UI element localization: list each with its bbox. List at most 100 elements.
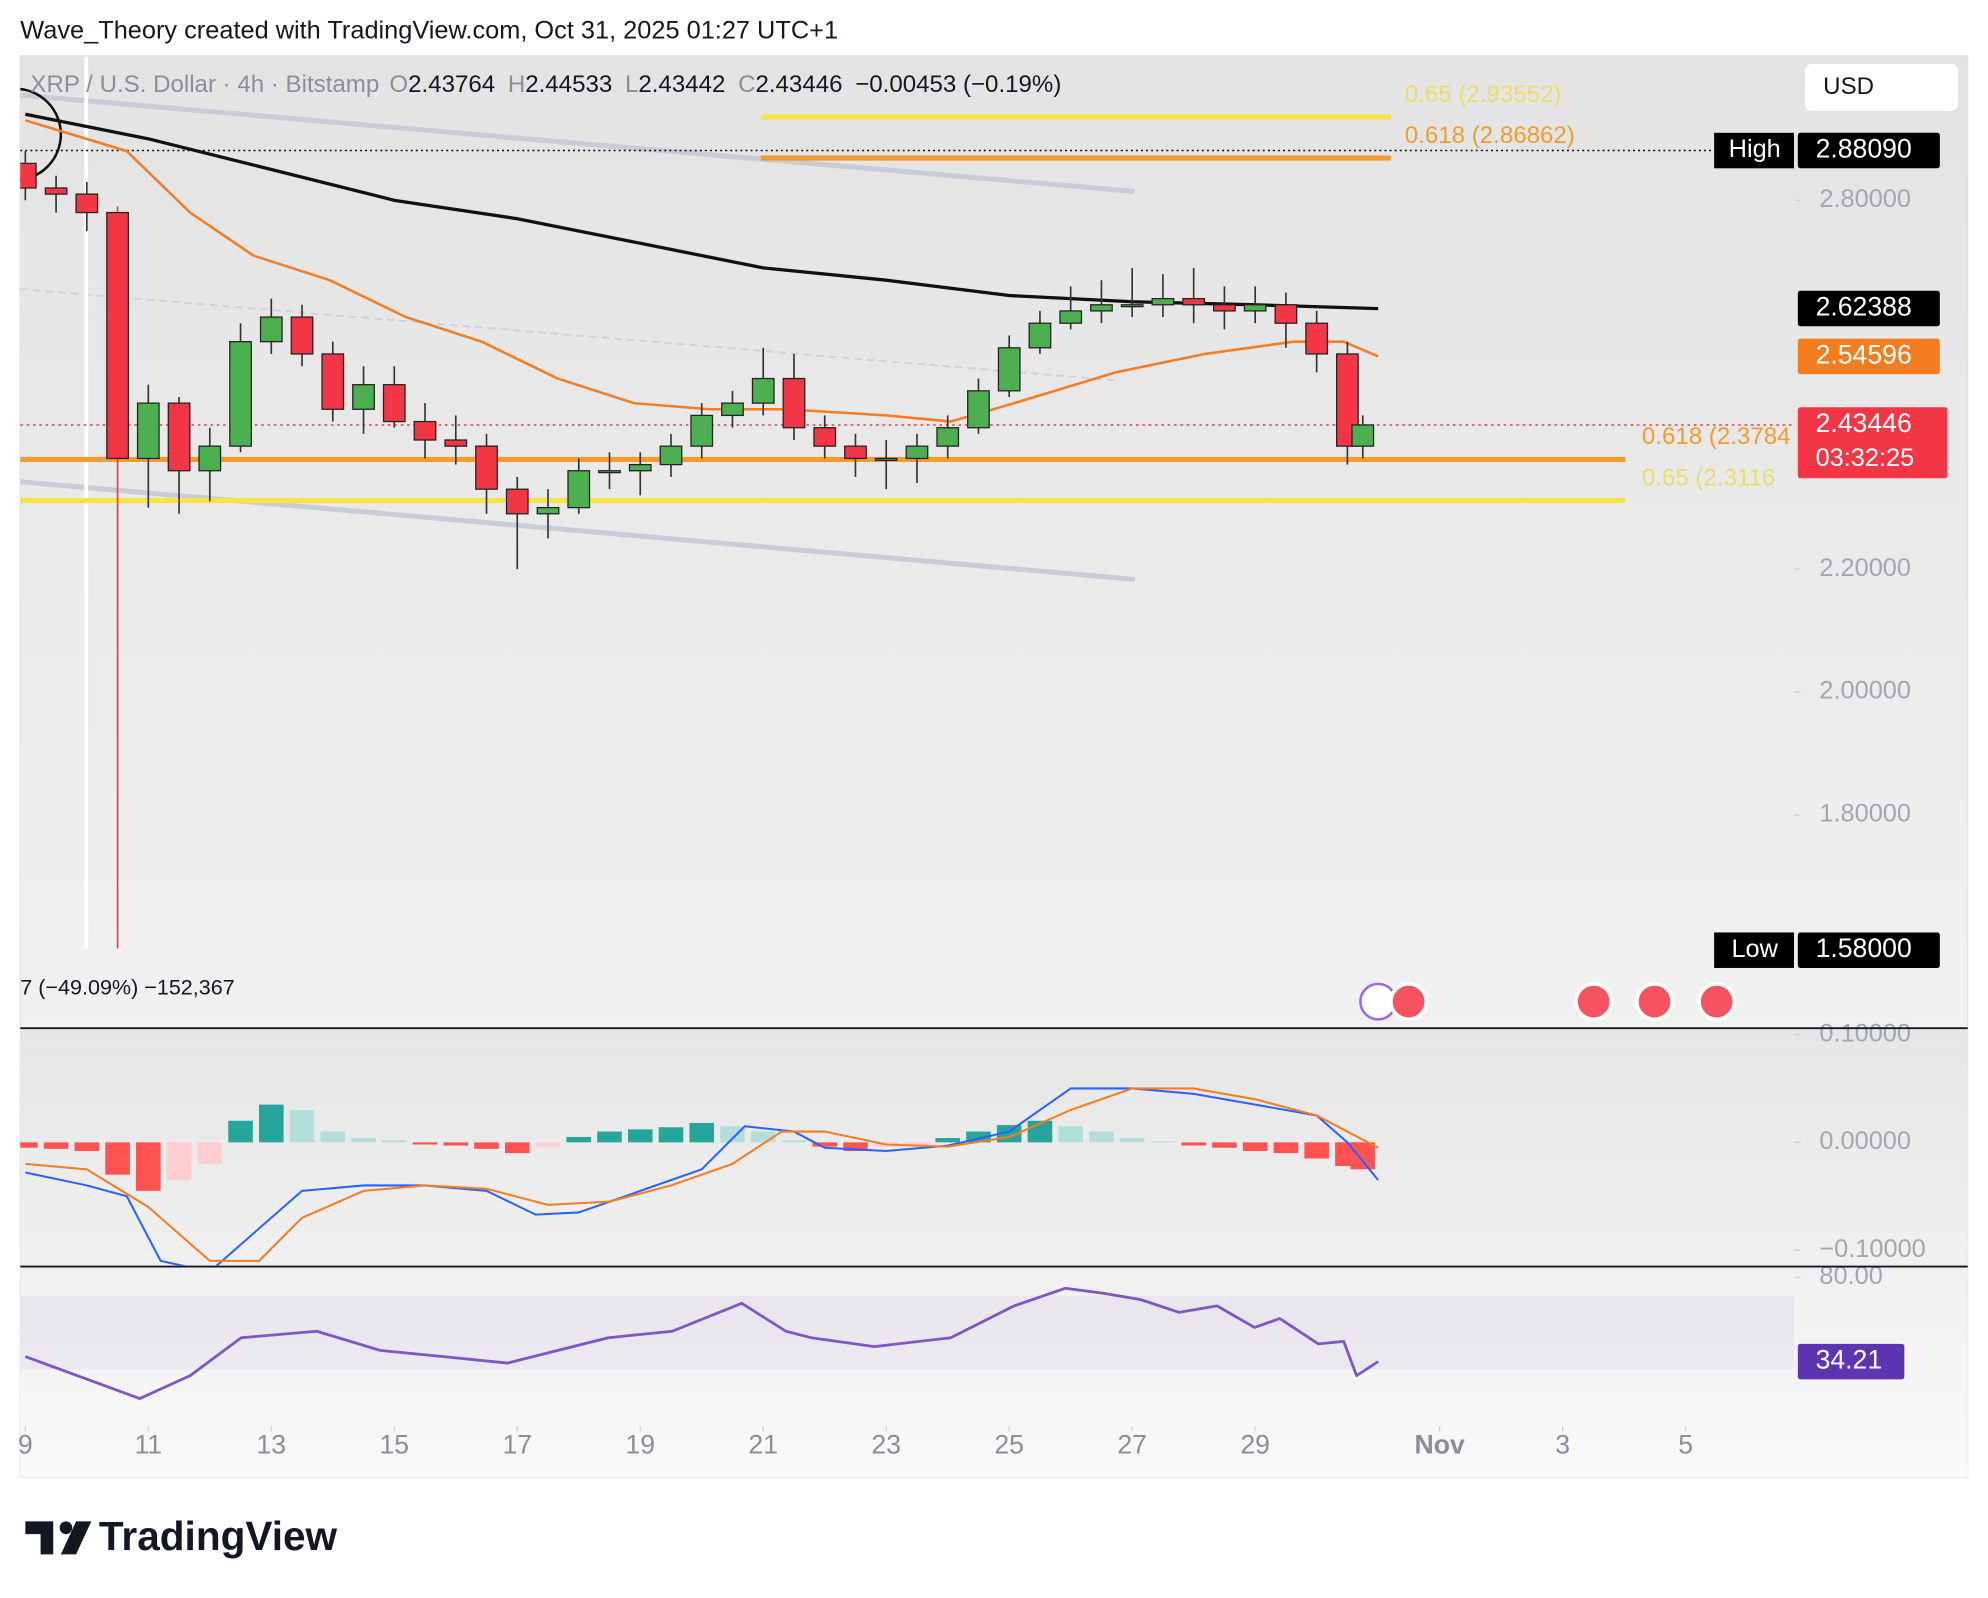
histogram-bar [258,1104,284,1143]
indicator-background [20,1029,1968,1478]
candle-body [536,506,560,515]
price-badge-key [1714,932,1795,968]
candle-body [1028,322,1052,349]
channel-mid [20,288,1116,382]
histogram-bar [412,1142,438,1145]
candle-body [321,353,345,410]
main-axis: High 2.88090 2.62388 2.54596 2.43446 03:32:25… [1714,132,1948,968]
price-badge-label: 2.62388 [1816,292,1912,322]
histogram-bar [966,1131,991,1143]
histogram-bar [720,1126,745,1143]
indicator-line [24,1286,1379,1400]
rsi-badge [1797,1343,1905,1380]
ohlc-legend: XRP / U.S. Dollar · 4h · Bitstamp O2.4376… [30,72,1061,99]
candle-body [813,427,837,447]
histogram-bar [597,1131,622,1143]
histogram-bar [566,1136,592,1143]
histogram-bar [535,1142,561,1147]
histogram-bar [289,1110,315,1143]
histogram-bar [1119,1138,1145,1143]
candle-body [167,402,191,472]
candle-body [690,414,714,447]
histogram-bar [1304,1142,1329,1159]
c-key: C [738,72,755,99]
histogram-bar [105,1142,130,1175]
histogram-bar [43,1142,69,1149]
price-badge [1797,338,1940,375]
event-icon[interactable] [1388,981,1429,1022]
x-tick-label: 27 [1117,1430,1147,1460]
indicator-line [25,1087,1379,1266]
candle-body [44,187,68,195]
candle-body [1151,297,1175,306]
currency-button[interactable] [1803,62,1960,113]
fib-label: 0.618 (2.3784 [1642,423,1791,450]
histogram-bar [904,1142,930,1145]
y-tick-label: 2.00000 [1819,677,1911,705]
candle-body [75,193,99,214]
low: 2.43442 [638,72,725,99]
candle-body [1351,424,1375,447]
candle-body [628,463,652,472]
candle-body [567,470,591,509]
candle-body [1182,297,1206,306]
histogram-bar [627,1129,653,1143]
candle-body [1336,353,1359,447]
histogram-bar [166,1142,192,1181]
symbol: XRP / U.S. Dollar · 4h · Bitstamp [30,72,379,99]
candle-body [874,457,898,461]
candle-body [20,162,37,189]
candle-body [1305,322,1329,355]
y-tick-label: 2.80000 [1819,185,1911,213]
histogram-bar [935,1138,961,1143]
histogram-bar [1242,1142,1268,1151]
x-tick-label: 3 [1555,1430,1570,1460]
rsi-badge-label: 34.21 [1816,1345,1883,1375]
x-tick-label: 5 [1678,1430,1693,1460]
histogram-bar [843,1142,868,1151]
x-tick-label: 21 [748,1430,778,1460]
x-tick-label: 15 [379,1430,409,1460]
x-tick-label: 13 [256,1430,286,1460]
fib-label: 0.618 (2.86862) [1405,122,1575,149]
candle-body [1090,304,1113,312]
candle-body [136,402,160,460]
candle-body [382,384,406,423]
event-icon[interactable] [1634,981,1675,1022]
histogram-bar [136,1142,161,1191]
candle-body [413,420,437,441]
histogram-bar [443,1142,469,1146]
macd-pane [20,1087,1379,1266]
histogram-bar [20,1142,38,1148]
circle-marker [20,87,63,182]
histogram-bar [74,1142,100,1151]
x-tick-label: 29 [1240,1430,1270,1460]
candle-body [106,211,129,460]
candle-body [229,341,252,447]
x-tick-label: 25 [994,1430,1024,1460]
volume-legend: 7 (−49.09%) −152,367 [20,975,234,1000]
histogram-bar [750,1131,776,1143]
candle-body [997,347,1021,392]
candle-body [967,390,990,429]
price-badge-label: 2.54596 [1816,339,1912,369]
x-tick-label: 9 [18,1430,33,1460]
x-tick-label: 17 [502,1430,532,1460]
histogram-bar [351,1138,376,1143]
event-icon[interactable] [1574,981,1614,1022]
histogram-bar [1350,1142,1376,1170]
candle-body [1059,310,1083,324]
x-tick-label: 23 [871,1430,901,1460]
open: 2.43764 [408,72,495,99]
candle-body [659,445,683,466]
l-key: L [625,72,638,99]
candle-body [721,402,744,417]
price-badge-label: 2.88090 [1816,134,1912,164]
change: −0.00453 (−0.19%) [855,72,1061,99]
candle-body [1243,304,1267,312]
price-badge-label: 1.58000 [1816,933,1912,963]
event-icon[interactable] [1697,981,1737,1022]
histogram-bar [1181,1142,1206,1146]
histogram-bar [474,1142,499,1149]
y-tick-label: 2.20000 [1819,554,1911,582]
